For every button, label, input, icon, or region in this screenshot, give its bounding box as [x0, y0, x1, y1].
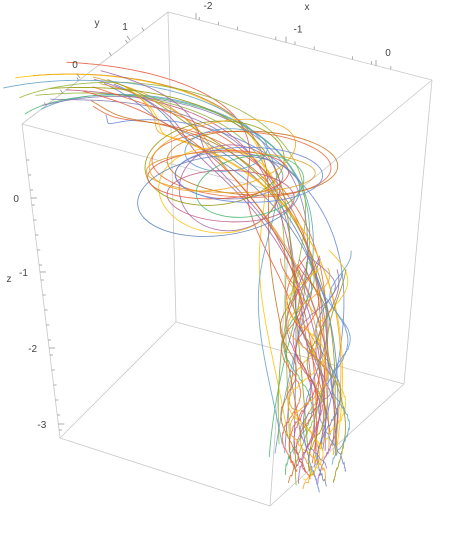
y-axis-label: y: [95, 18, 100, 29]
box-edge: [59, 437, 271, 507]
tick: [76, 73, 81, 79]
trajectory-tail: [287, 267, 331, 482]
z-axis-label: z: [7, 274, 12, 285]
trajectory-tail: [297, 253, 336, 469]
trajectory-line: [124, 86, 342, 456]
trajectory-tail: [286, 255, 321, 468]
trajectory-tail: [283, 261, 315, 476]
box-edge: [291, 79, 433, 197]
trajectory-tail: [302, 276, 329, 493]
trajectory-tail: [305, 261, 328, 476]
tick: [76, 77, 80, 81]
tick-label: 1: [122, 22, 128, 33]
tick: [108, 52, 112, 56]
trajectory-tail: [279, 267, 298, 484]
tick-label: 0: [72, 60, 78, 71]
trajectory-line: [19, 81, 306, 445]
trajectory-line: [35, 92, 291, 451]
trajectory-line: [105, 114, 345, 468]
trajectory-line: [99, 83, 338, 455]
trajectory-tail: [280, 258, 303, 473]
tick-label: -1: [19, 268, 28, 279]
trajectory-loop: [195, 154, 305, 218]
box-edge: [403, 79, 433, 385]
box-edge: [21, 123, 61, 439]
trajectory-tail: [315, 269, 340, 484]
trajectory-tail: [327, 269, 347, 484]
trajectory-layer: [3, 61, 352, 493]
tick-label: 0: [13, 194, 19, 205]
tick: [125, 39, 128, 44]
trajectory-loop: [144, 120, 285, 206]
axis-layer: -2 -1 0 x 0 1 y 0 -1 -2 -3 z: [7, 1, 392, 431]
trajectory-loop: [147, 149, 290, 200]
trajectory-tail: [285, 274, 322, 490]
trajectory-loop: [148, 118, 297, 192]
tick-label: 0: [385, 48, 391, 59]
trajectory-loop: [174, 146, 324, 203]
tick-label: -2: [28, 344, 37, 355]
trajectory-loop: [178, 144, 281, 232]
trajectory-line: [32, 73, 302, 437]
tick-label: -1: [294, 25, 303, 36]
x-axis-label: x: [305, 2, 310, 13]
trajectory-tail: [285, 268, 326, 481]
trajectory-tail: [315, 271, 343, 487]
trajectory-line: [65, 89, 317, 452]
box-edge: [269, 195, 293, 507]
trajectory-line: [3, 79, 283, 445]
tick: [60, 89, 63, 94]
trajectory-line: [15, 73, 289, 438]
tick-label: -2: [204, 1, 213, 12]
tick: [43, 102, 47, 106]
trajectory-tail: [295, 268, 325, 484]
trajectory-loop: [145, 151, 316, 194]
trajectory-line: [50, 87, 308, 447]
tick-label: -3: [37, 420, 46, 431]
trajectory-loop: [158, 147, 278, 234]
tick: [141, 27, 145, 31]
trajectory-line: [25, 94, 311, 458]
bounding-box: [21, 11, 433, 507]
trajectory-loop: [184, 128, 268, 172]
box-edge: [59, 321, 177, 439]
box-edge: [167, 11, 433, 81]
tick: [126, 35, 131, 41]
trajectory-tail: [292, 259, 313, 473]
trajectory-loop: [137, 154, 301, 237]
trajectory-line: [82, 90, 317, 458]
trajectory-tail: [329, 250, 352, 465]
trajectory-line: [93, 78, 326, 452]
